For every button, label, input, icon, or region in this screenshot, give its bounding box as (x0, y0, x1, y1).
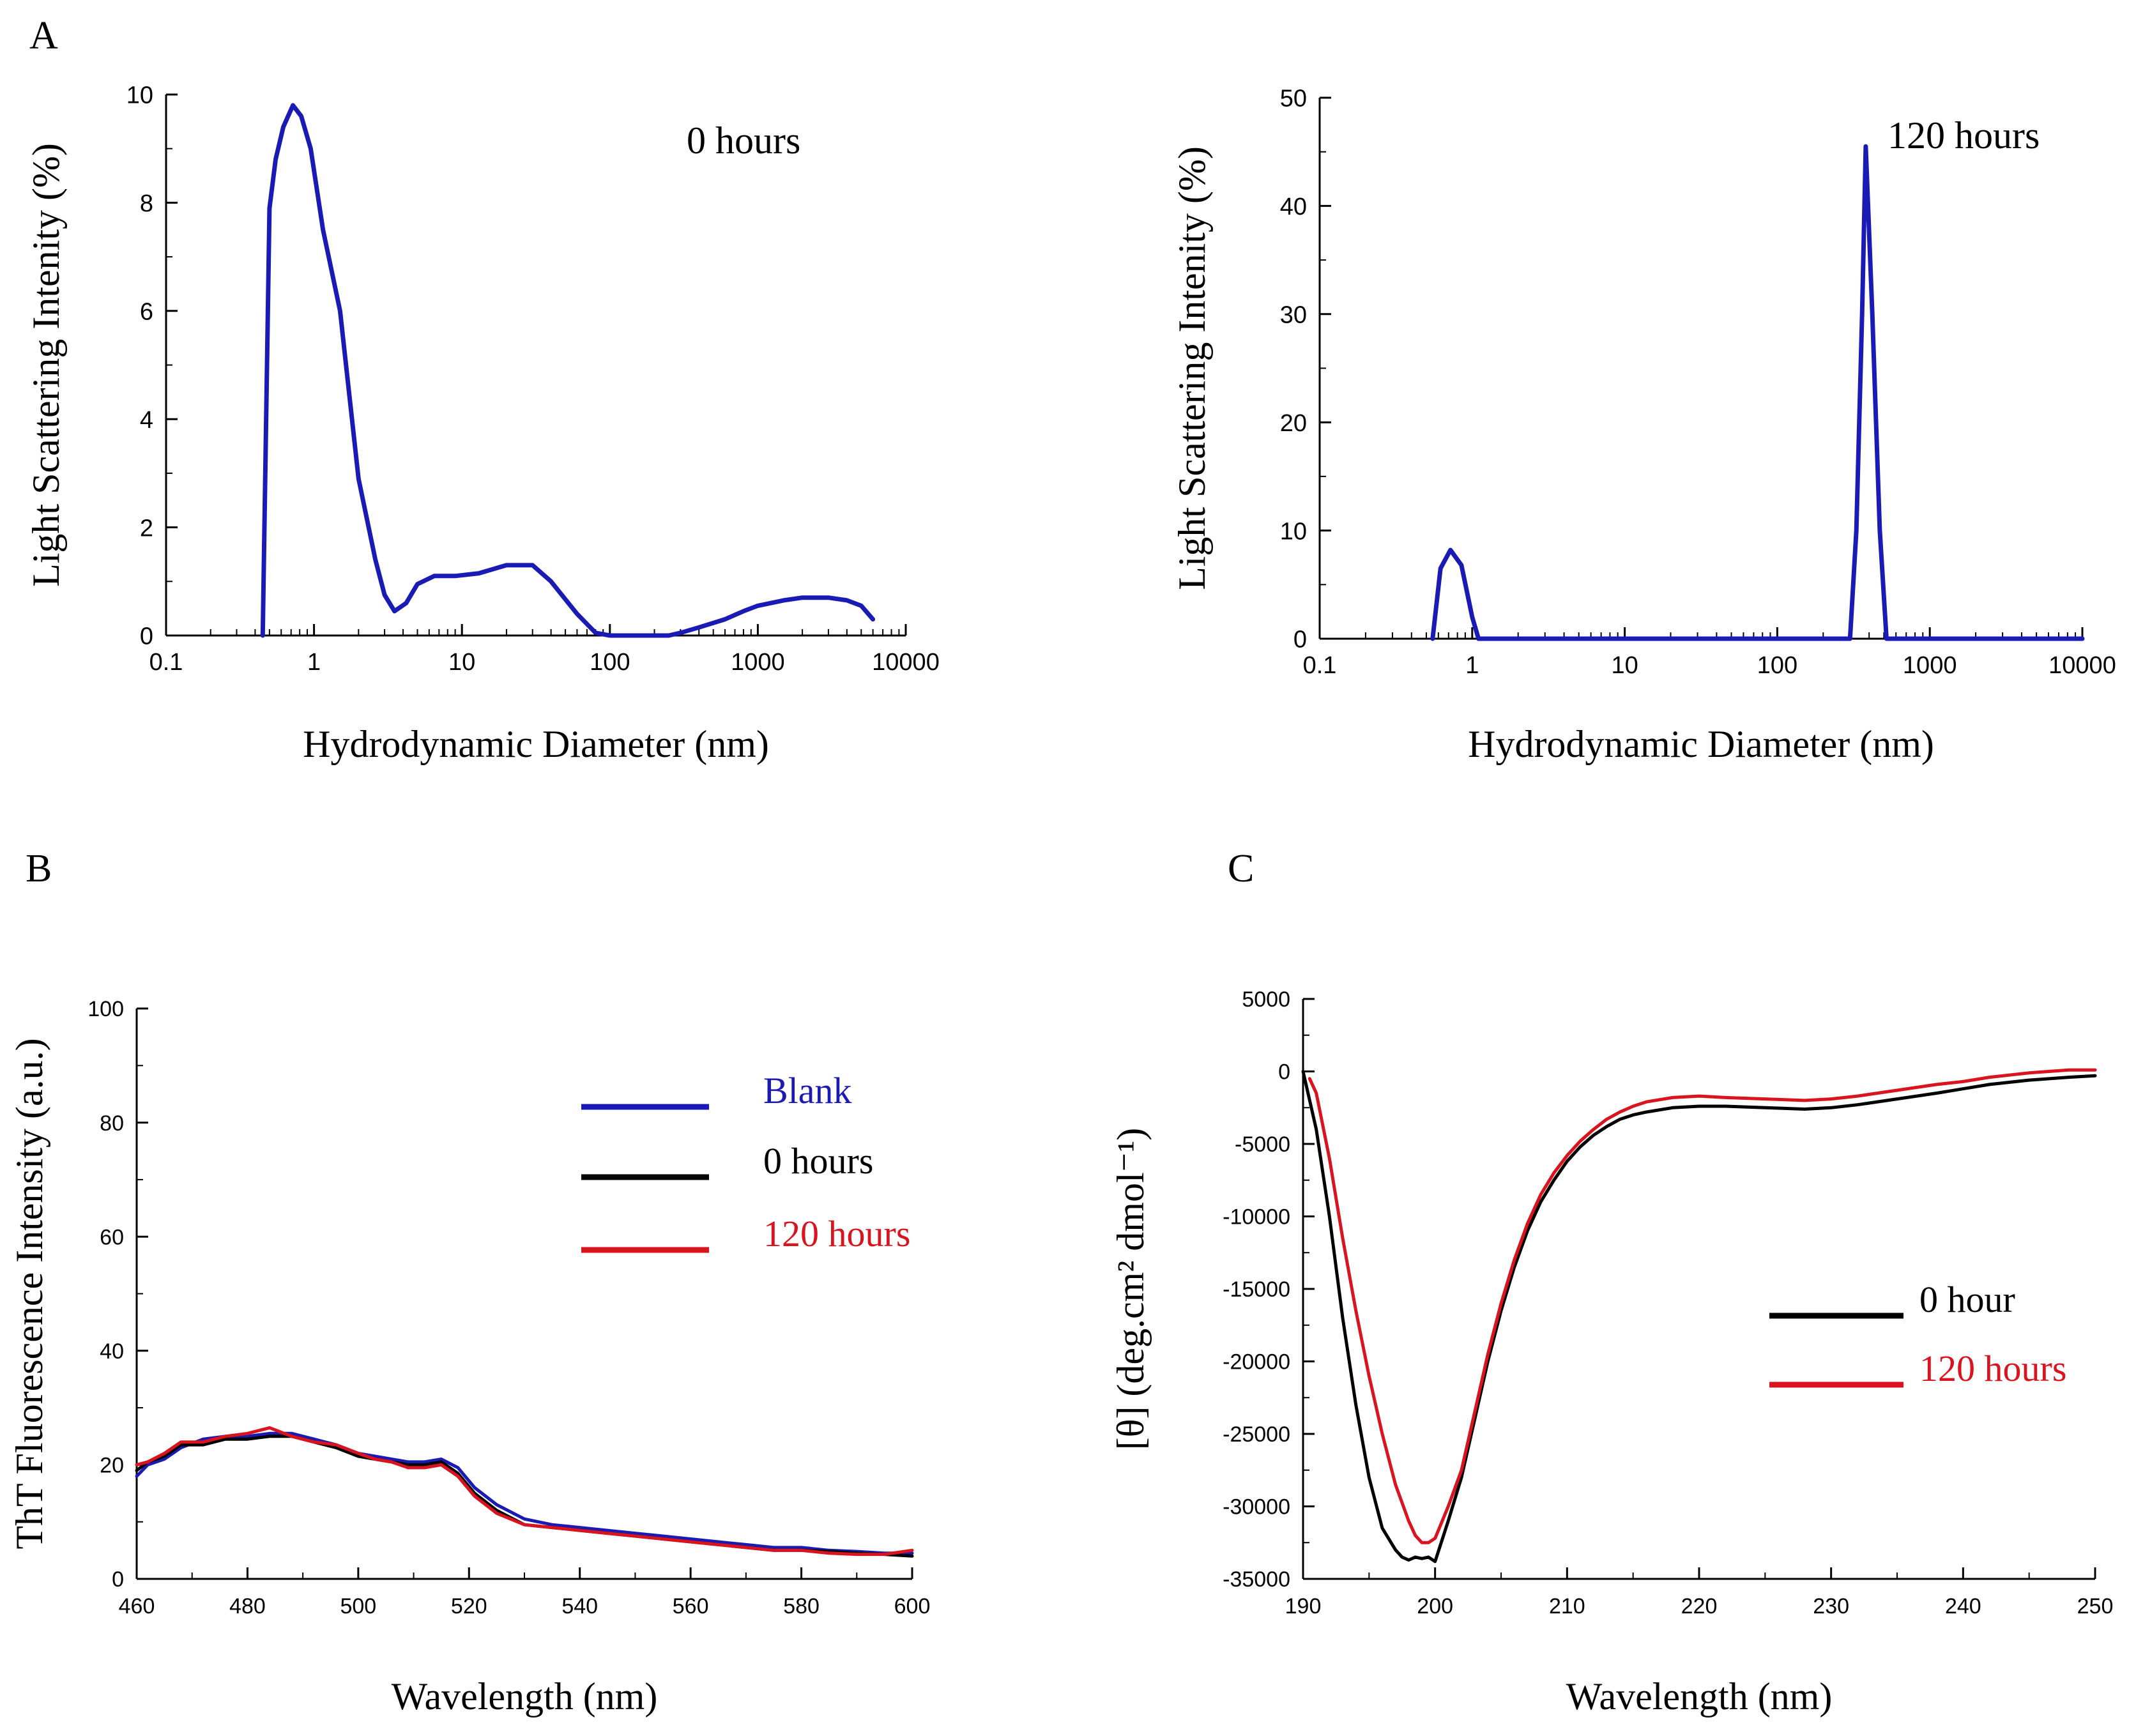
x-axis-label: Hydrodynamic Diameter (nm) (303, 723, 769, 765)
x-tick-label: 560 (673, 1594, 709, 1618)
x-tick-label: 540 (561, 1594, 598, 1618)
series-line-120-hours (135, 1426, 914, 1557)
y-tick-label: 8 (140, 190, 153, 217)
y-tick-label: -25000 (1223, 1422, 1290, 1447)
chart-b-tht-fluorescence: 460 480 500 520 540 560 580 600 0 20 40 60 80 100 Wave… (8, 997, 930, 1717)
x-tick-label: 10000 (2048, 652, 2116, 679)
x-tick-label: 10 (1611, 652, 1638, 679)
y-tick-label: -5000 (1235, 1132, 1290, 1157)
x-tick-label: 10000 (872, 649, 940, 676)
x-axis-label: Wavelength (nm) (392, 1675, 658, 1717)
y-tick-label: 80 (100, 1111, 124, 1136)
y-tick-label: 0 (1293, 627, 1307, 653)
panel-label-b: B (26, 847, 52, 890)
legend-label-120-hours: 120 hours (1919, 1348, 2066, 1389)
panel-label-a: A (29, 14, 58, 57)
series-line-0-hour (1301, 1070, 2097, 1564)
y-tick-label: -15000 (1223, 1277, 1290, 1302)
y-tick-label: 6 (140, 298, 153, 325)
chart-c-circular-dichroism: 190 200 210 220 230 240 250 5000 0 -5000 -10000 -15… (1110, 987, 2113, 1717)
x-tick-label: 1000 (731, 649, 785, 676)
chart-title: 120 hours (1888, 114, 2040, 156)
series-line (1430, 144, 2085, 641)
x-tick-label: 1 (307, 649, 321, 676)
y-tick-label: 20 (100, 1454, 124, 1478)
y-tick-label: 10 (1280, 518, 1307, 545)
legend-label-0-hour: 0 hour (1919, 1279, 2015, 1320)
y-tick-label: 20 (1280, 410, 1307, 437)
y-tick-label: 0 (112, 1567, 124, 1592)
series-line-blank (135, 1431, 914, 1555)
x-tick-label: 480 (229, 1594, 266, 1618)
series-line-120-hours (1308, 1068, 2097, 1544)
y-tick-label: -35000 (1223, 1567, 1290, 1592)
x-tick-label: 210 (1549, 1594, 1585, 1618)
y-axis-label: [θ] (deg.cm² dmol⁻¹) (1110, 1128, 1152, 1450)
y-tick-label: 50 (1280, 86, 1307, 112)
y-tick-label: 30 (1280, 301, 1307, 328)
y-tick-label: 40 (100, 1339, 124, 1364)
series-line-0-hours (135, 1435, 914, 1558)
y-axis-label: ThT Fluorescence Intensity (a.u.) (8, 1038, 50, 1549)
x-tick-label: 1 (1465, 652, 1479, 679)
y-tick-label: 5000 (1242, 987, 1290, 1012)
chart-a-120-hours: 0.1 1 10 100 1000 10000 0 10 20 30 40 50 Hydrodynami… (1171, 86, 2116, 765)
y-tick-label: 0 (140, 623, 153, 650)
x-tick-label: 500 (340, 1594, 376, 1618)
x-tick-label: 200 (1417, 1594, 1453, 1618)
x-tick-label: 1000 (1903, 652, 1957, 679)
x-tick-label: 100 (1757, 652, 1797, 679)
x-tick-label: 0.1 (149, 649, 183, 676)
legend-label-0-hours: 0 hours (763, 1140, 873, 1182)
y-axis-label: Light Scattering Intenity (%) (25, 143, 67, 587)
x-axis-label: Hydrodynamic Diameter (nm) (1468, 723, 1934, 765)
y-tick-label: -20000 (1223, 1350, 1290, 1374)
x-tick-label: 240 (1945, 1594, 1981, 1618)
x-tick-label: 220 (1681, 1594, 1718, 1618)
legend-label-120-hours: 120 hours (763, 1213, 910, 1254)
series-line (260, 103, 876, 638)
x-tick-label: 580 (783, 1594, 820, 1618)
y-tick-label: -10000 (1223, 1205, 1290, 1230)
x-tick-label: 600 (894, 1594, 931, 1618)
chart-a-0-hours: 0.1 1 10 100 1000 10000 0 2 4 6 8 10 Hydrodynamic Di… (25, 82, 940, 765)
x-axis-label: Wavelength (nm) (1566, 1675, 1833, 1717)
legend-label-blank: Blank (763, 1070, 852, 1111)
chart-title: 0 hours (687, 119, 800, 162)
y-axis-label: Light Scattering Intenity (%) (1171, 146, 1213, 590)
panel-label-c: C (1228, 847, 1254, 890)
x-tick-label: 460 (119, 1594, 155, 1618)
x-tick-label: 230 (1813, 1594, 1849, 1618)
y-tick-label: 4 (140, 407, 153, 434)
y-tick-label: 10 (126, 82, 153, 109)
x-tick-label: 0.1 (1303, 652, 1337, 679)
x-tick-label: 10 (448, 649, 475, 676)
y-tick-label: 0 (1278, 1060, 1290, 1085)
x-tick-label: 100 (590, 649, 630, 676)
y-tick-label: -30000 (1223, 1495, 1290, 1519)
y-tick-label: 40 (1280, 194, 1307, 220)
y-tick-label: 2 (140, 515, 153, 542)
x-tick-label: 520 (451, 1594, 487, 1618)
y-tick-label: 60 (100, 1225, 124, 1249)
x-tick-label: 190 (1285, 1594, 1322, 1618)
x-tick-label: 250 (2077, 1594, 2114, 1618)
y-tick-label: 100 (88, 997, 124, 1021)
